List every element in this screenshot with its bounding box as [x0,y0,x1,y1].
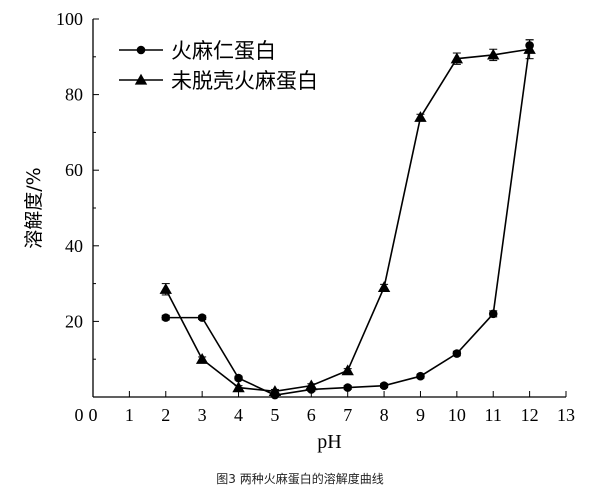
x-tick-label: 13 [557,405,575,425]
data-point-triangle [195,353,209,364]
data-point-circle [416,371,425,381]
data-point-triangle [377,281,391,293]
data-point-circle [379,381,389,390]
data-point-triangle [414,111,427,122]
data-point-circle [343,383,352,392]
x-tick-label: 3 [198,405,207,425]
x-tick-label: 4 [234,405,243,425]
y-tick-label: 80 [65,85,83,105]
data-point-triangle [232,381,245,393]
y-tick-label: 40 [65,236,83,256]
legend-item: 未脱壳火麻蛋白 [119,69,318,93]
x-axis-label: pH [317,431,341,453]
data-point-triangle [134,73,148,85]
y-tick-label: 0 [75,405,84,425]
x-tick-label: 1 [125,405,134,425]
x-tick-label: 2 [161,405,170,425]
data-point-circle [197,313,207,322]
data-point-circle [234,373,243,383]
data-point-triangle [268,385,282,396]
series-layer [159,39,536,400]
x-tick-label: 8 [380,405,389,425]
figure-caption: 图3 两种火麻蛋白的溶解度曲线 [216,472,384,486]
series-line [165,45,531,396]
data-point-triangle [487,48,500,60]
series-dehulled [161,39,534,400]
x-tick-label: 11 [485,405,502,425]
x-tick-label: 6 [307,405,316,425]
x-tick-label: 0 [89,405,98,425]
x-tick-label: 9 [416,405,425,425]
x-tick-label: 7 [343,405,352,425]
legend-item: 火麻仁蛋白 [119,39,276,63]
data-point-triangle [450,52,464,64]
y-axis-label: 溶解度/% [23,167,45,248]
series-undehulled [159,39,536,396]
data-point-triangle [159,283,172,294]
x-tick-label: 5 [270,405,279,425]
data-point-circle [161,313,171,322]
y-tick-label: 20 [65,311,83,331]
y-tick-label: 100 [56,9,83,29]
legend-label: 火麻仁蛋白 [171,39,276,63]
data-point-circle [452,349,462,358]
data-point-triangle [305,379,318,391]
x-tick-label: 12 [521,405,539,425]
legend-label: 未脱壳火麻蛋白 [171,69,318,93]
data-point-triangle [523,43,536,54]
series-line [165,48,530,393]
data-point-triangle [341,364,354,376]
x-tick-label: 10 [448,405,466,425]
data-point-circle [136,45,146,55]
data-point-circle [488,309,498,319]
y-tick-label: 60 [65,160,83,180]
